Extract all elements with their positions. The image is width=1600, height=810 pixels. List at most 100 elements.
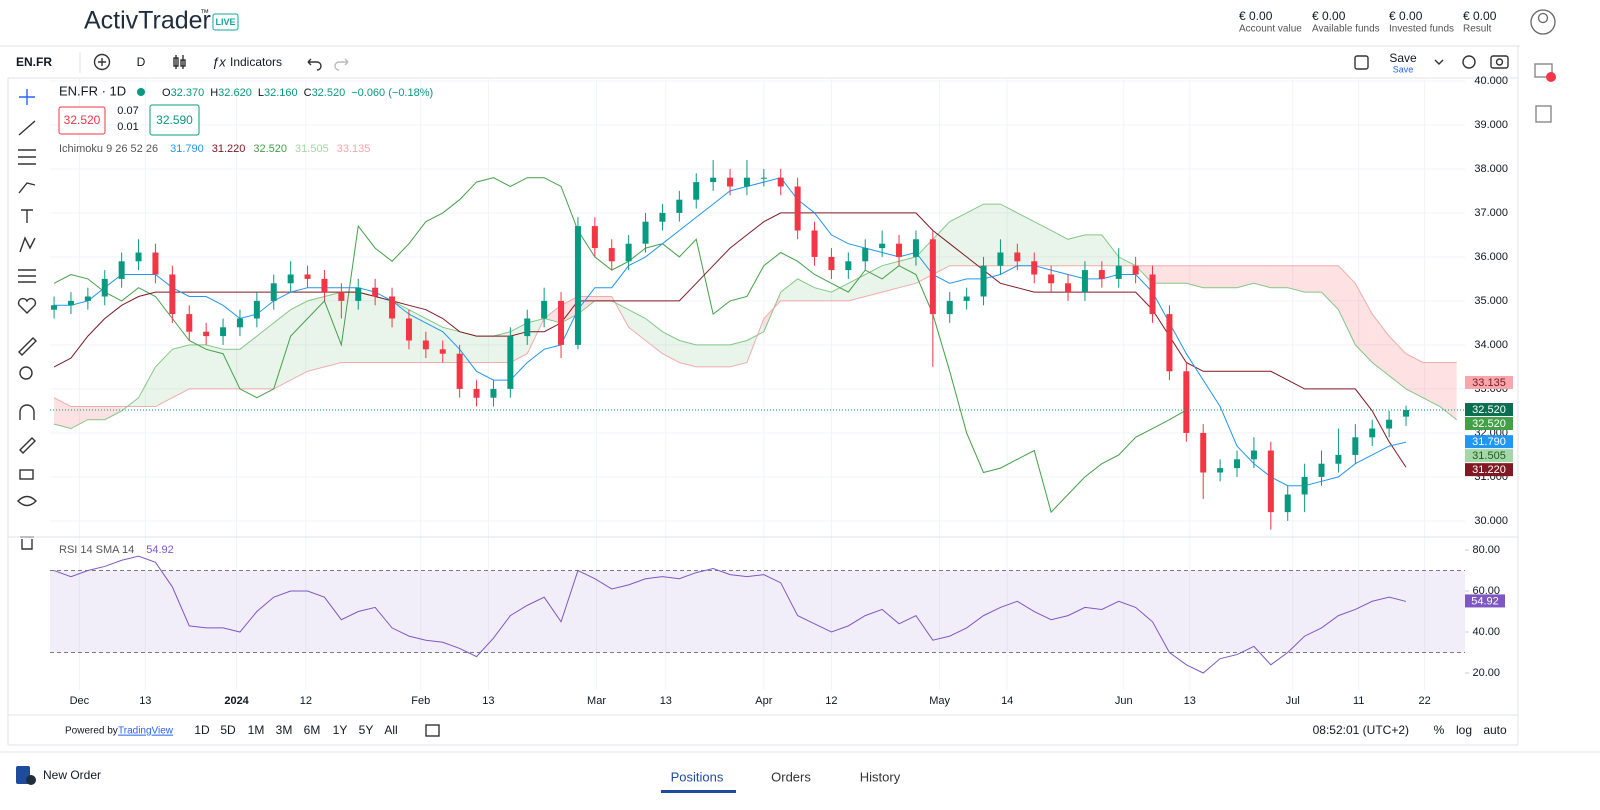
- stat-label: Result: [1463, 24, 1492, 35]
- visibility[interactable]: [17, 495, 37, 507]
- candle-body: [1014, 252, 1021, 262]
- crosshair[interactable]: [19, 89, 35, 105]
- candle-body: [1234, 459, 1241, 469]
- symbol[interactable]: EN.FR: [16, 55, 52, 69]
- span-b: [53, 265, 1457, 408]
- interval[interactable]: D: [137, 55, 146, 69]
- cloud: [1034, 221, 1052, 266]
- cloud: [1152, 265, 1170, 284]
- avatar[interactable]: [1530, 9, 1556, 35]
- brush[interactable]: [18, 182, 36, 194]
- candle-body: [625, 243, 632, 262]
- cloud: [1439, 362, 1457, 420]
- date-range[interactable]: [425, 724, 440, 737]
- candle-body: [608, 248, 615, 262]
- zoom[interactable]: [19, 366, 33, 380]
- trend-line[interactable]: [18, 120, 36, 136]
- percent-toggle[interactable]: %: [1434, 723, 1445, 737]
- cloud: [1237, 265, 1254, 288]
- range-button[interactable]: 6M: [304, 723, 321, 737]
- plus: [98, 58, 106, 66]
- candle-body: [963, 296, 970, 301]
- cloud: [341, 292, 359, 363]
- candle-body: [1031, 261, 1038, 275]
- ichimoku-value: 33.135: [337, 143, 371, 155]
- candle-body: [862, 248, 869, 262]
- log-toggle[interactable]: log: [1456, 723, 1472, 737]
- cloud: [1169, 265, 1187, 284]
- tab[interactable]: Positions: [671, 769, 724, 784]
- candle-body: [1065, 283, 1072, 293]
- candle-body: [1081, 270, 1088, 293]
- rsi-band: [50, 570, 1465, 653]
- range-button[interactable]: All: [384, 723, 397, 737]
- news[interactable]: [1535, 105, 1552, 123]
- messages[interactable]: [1534, 63, 1553, 78]
- candle-body: [1048, 274, 1055, 284]
- ohlc: O32.370 H32.620 L32.160 C32.520 −0.060 (−0.1…: [162, 87, 433, 99]
- x-tick-label: 13: [482, 695, 494, 707]
- indicators-button[interactable]: Indicators: [230, 55, 282, 69]
- range-button[interactable]: 1M: [248, 723, 265, 737]
- plus-badge: [26, 775, 36, 785]
- save-button[interactable]: Save: [1389, 51, 1417, 65]
- undo[interactable]: [307, 58, 322, 71]
- magnet[interactable]: [19, 404, 35, 420]
- fx-icon: ƒx: [212, 54, 226, 69]
- favorites[interactable]: [17, 297, 37, 314]
- y-tick-label: 37.000: [1474, 207, 1508, 219]
- candle-body: [338, 292, 345, 301]
- buy-box[interactable]: [149, 104, 200, 136]
- redo[interactable]: [334, 58, 349, 71]
- candle-body: [456, 353, 463, 389]
- tab[interactable]: History: [860, 769, 901, 784]
- trademark: ™: [200, 7, 209, 17]
- ruler[interactable]: [18, 337, 37, 356]
- cloud: [1338, 265, 1356, 345]
- candle-body: [1217, 468, 1224, 473]
- cloud: [1304, 265, 1322, 293]
- fib[interactable]: [18, 149, 36, 165]
- range-button[interactable]: 1Y: [333, 723, 348, 737]
- auto-toggle[interactable]: auto: [1483, 723, 1507, 737]
- cloud: [679, 340, 697, 367]
- range-button[interactable]: 3M: [276, 723, 293, 737]
- candle-body: [135, 252, 142, 262]
- cloud: [476, 336, 494, 363]
- cloud: [780, 278, 798, 301]
- cloud: [1355, 283, 1373, 363]
- lock[interactable]: [19, 469, 34, 480]
- price-label: 32.520: [1472, 404, 1506, 416]
- sell-box[interactable]: [58, 106, 106, 135]
- provider-link[interactable]: TradingView: [118, 726, 174, 737]
- text-tool[interactable]: [21, 209, 33, 223]
- lagging-span: [53, 177, 1187, 514]
- candle-body: [473, 388, 480, 398]
- settings[interactable]: [1462, 55, 1476, 69]
- add-symbol[interactable]: [93, 53, 111, 71]
- cloud: [256, 322, 274, 389]
- cloud: [87, 406, 105, 420]
- pattern[interactable]: [19, 236, 36, 253]
- candle-body: [1166, 314, 1173, 372]
- x-tick-label: Apr: [755, 695, 772, 707]
- price-label-box: [1465, 417, 1513, 431]
- cloud: [239, 336, 257, 389]
- snapshot[interactable]: [1490, 55, 1509, 69]
- brand[interactable]: ActivTrader: [84, 7, 211, 35]
- chart-type[interactable]: [173, 55, 186, 69]
- remove[interactable]: [20, 536, 34, 550]
- new-order[interactable]: New Order: [43, 768, 101, 782]
- range-button[interactable]: 1D: [194, 723, 210, 737]
- cloud: [1422, 362, 1440, 407]
- y-tick-label: 40.000: [1474, 75, 1508, 87]
- prediction[interactable]: [18, 269, 36, 283]
- range-button[interactable]: 5D: [220, 723, 236, 737]
- layout-toggle[interactable]: [1354, 55, 1369, 70]
- ohlc-key: H: [210, 87, 218, 99]
- tab[interactable]: Orders: [771, 769, 811, 784]
- save-menu[interactable]: [1434, 59, 1444, 65]
- lock-draw[interactable]: [19, 437, 36, 454]
- candle-body: [794, 186, 801, 231]
- range-button[interactable]: 5Y: [359, 723, 374, 737]
